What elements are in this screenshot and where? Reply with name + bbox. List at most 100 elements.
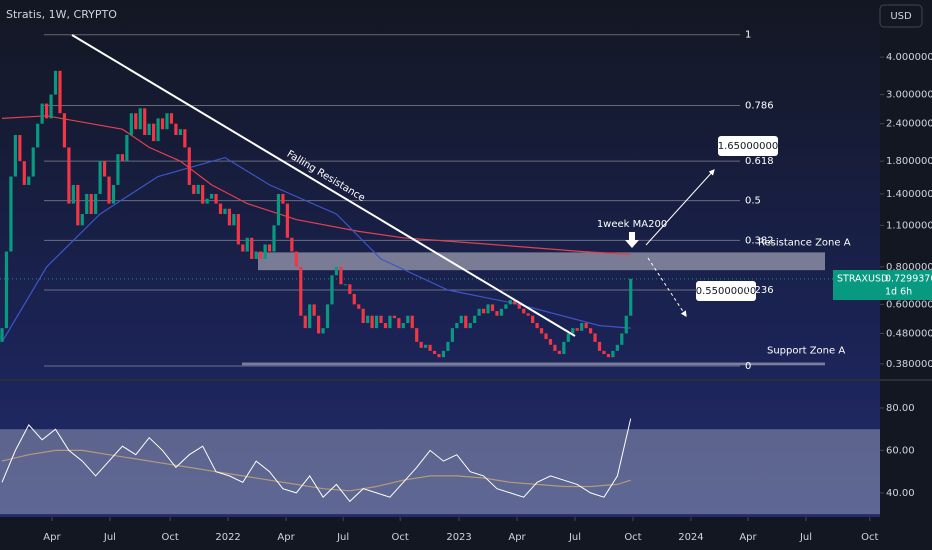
last-price-symbol: STRAXUSD	[837, 274, 888, 285]
candle	[410, 315, 414, 329]
x-tick-label: Jul	[568, 532, 581, 543]
candle	[557, 350, 561, 355]
candle	[254, 251, 258, 259]
candle	[535, 323, 539, 329]
candle	[31, 147, 35, 177]
candle	[36, 123, 40, 148]
candle	[129, 113, 133, 136]
candle	[27, 176, 31, 185]
moving-average	[1, 115, 631, 256]
last-price-box	[833, 270, 932, 300]
y-tick-label: 1.40000000	[886, 189, 932, 200]
candle	[236, 214, 240, 245]
candle	[4, 251, 9, 329]
candle	[424, 344, 428, 348]
ma-pointer	[625, 232, 639, 248]
candle	[593, 333, 597, 342]
x-tick-label: Apr	[739, 532, 757, 543]
candle	[437, 354, 441, 358]
candle	[40, 103, 44, 124]
candle	[205, 198, 209, 204]
time-scale	[0, 517, 880, 550]
candle	[147, 123, 151, 136]
callout-text: 0.55000000	[696, 286, 756, 297]
candle	[450, 328, 454, 342]
candle	[352, 293, 356, 305]
candle	[245, 237, 249, 252]
y-tick-label: 3.00000000	[886, 90, 932, 101]
candle	[76, 184, 80, 226]
fib-label: 0.236	[745, 285, 774, 296]
candle	[508, 300, 512, 305]
candle	[152, 123, 156, 142]
candle	[522, 308, 526, 314]
candle	[187, 147, 191, 185]
candle	[553, 344, 557, 351]
candle	[138, 108, 142, 130]
candle	[490, 304, 495, 312]
candle	[566, 333, 570, 342]
candle	[98, 161, 102, 194]
candle	[111, 184, 116, 204]
candle	[428, 344, 432, 351]
candle	[183, 129, 187, 148]
candle	[504, 304, 508, 309]
candle	[125, 135, 129, 162]
rsi-line	[1, 418, 632, 503]
candle	[334, 266, 339, 276]
candle	[308, 304, 312, 329]
series-layer	[0, 70, 633, 503]
candle	[85, 193, 89, 215]
candle	[611, 350, 615, 358]
candle	[89, 193, 93, 215]
candle	[178, 129, 182, 136]
y-tick-label: 0.38000000	[886, 359, 932, 370]
candle	[107, 176, 111, 204]
x-tick-label: Oct	[161, 532, 178, 543]
candle	[548, 339, 553, 345]
y-tick-label: 0.80000000	[886, 262, 932, 273]
ma-label: 1week MA200	[597, 219, 667, 230]
candle	[544, 333, 548, 340]
candle	[406, 315, 410, 324]
candle	[303, 315, 307, 329]
candle	[62, 113, 67, 148]
candle	[517, 304, 521, 309]
candle	[415, 328, 419, 342]
candle	[441, 350, 446, 358]
candle	[486, 304, 490, 314]
x-tick-label: Jul	[799, 532, 812, 543]
currency-label[interactable]: USD	[890, 11, 912, 22]
candle	[597, 341, 602, 351]
y-tick-label: 0.60000000	[886, 299, 932, 310]
fib-label: 1	[745, 30, 751, 41]
candle	[348, 284, 352, 294]
candle	[160, 118, 165, 130]
zone	[258, 252, 825, 271]
candle	[383, 323, 388, 329]
candle	[165, 113, 169, 130]
candle	[562, 341, 566, 355]
candle	[156, 118, 160, 142]
candle	[192, 184, 196, 194]
candle	[44, 103, 49, 119]
candle	[312, 304, 316, 316]
candle	[325, 304, 330, 329]
candle	[526, 313, 530, 316]
currency-button[interactable]	[879, 4, 923, 28]
fib-label: 0.618	[745, 156, 774, 167]
candle	[624, 315, 628, 334]
x-tick-label: Jul	[103, 532, 116, 543]
rsi-band	[0, 429, 880, 515]
candle	[370, 315, 374, 329]
candle	[499, 308, 504, 316]
candle	[513, 300, 517, 305]
candle	[169, 113, 174, 124]
candle	[94, 193, 98, 215]
candle	[58, 70, 62, 114]
candle	[629, 278, 633, 316]
candle	[241, 244, 245, 252]
x-tick-label: 2022	[215, 532, 240, 543]
x-tick-label: Oct	[392, 532, 409, 543]
